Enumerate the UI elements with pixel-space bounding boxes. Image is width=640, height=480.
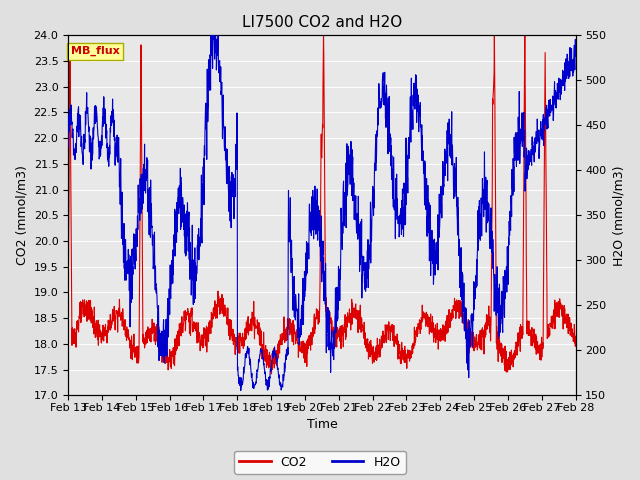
Y-axis label: CO2 (mmol/m3): CO2 (mmol/m3) — [15, 165, 28, 265]
Legend: CO2, H2O: CO2, H2O — [234, 451, 406, 474]
Y-axis label: H2O (mmol/m3): H2O (mmol/m3) — [612, 165, 625, 265]
Title: LI7500 CO2 and H2O: LI7500 CO2 and H2O — [242, 15, 402, 30]
X-axis label: Time: Time — [307, 419, 337, 432]
Text: MB_flux: MB_flux — [70, 46, 120, 56]
